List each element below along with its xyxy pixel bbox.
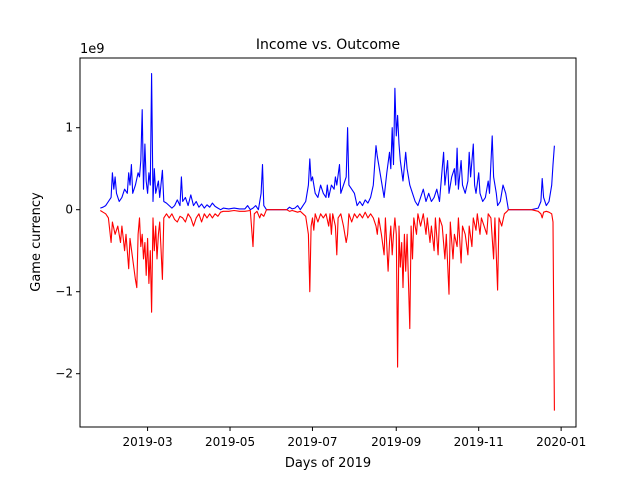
series-line-red bbox=[100, 209, 555, 411]
y-tick-label: 0 bbox=[65, 203, 73, 217]
x-tick-label: 2020-01 bbox=[536, 435, 586, 449]
y-axis-ticks: −2 −1 0 1 bbox=[55, 121, 80, 381]
x-tick-label: 2019-11 bbox=[454, 435, 504, 449]
y-tick-label: −1 bbox=[55, 285, 73, 299]
y-axis-label: Game currency bbox=[29, 192, 44, 292]
plot-lines bbox=[100, 73, 555, 411]
plot-frame bbox=[79, 57, 577, 428]
y-multiplier-label: 1e9 bbox=[80, 42, 105, 57]
x-tick-label: 2019-05 bbox=[205, 435, 255, 449]
x-axis-ticks: 2019-03 2019-05 2019-07 2019-09 2019-11 2020-… bbox=[123, 427, 586, 449]
series-line-blue bbox=[100, 73, 555, 211]
x-axis-label: Days of 2019 bbox=[285, 456, 371, 471]
x-tick-label: 2019-09 bbox=[371, 435, 421, 449]
chart-title: Income vs. Outcome bbox=[256, 37, 400, 53]
y-tick-label: 1 bbox=[65, 121, 73, 135]
x-tick-label: 2019-07 bbox=[287, 435, 337, 449]
y-tick-label: −2 bbox=[55, 367, 73, 381]
x-tick-label: 2019-03 bbox=[123, 435, 173, 449]
